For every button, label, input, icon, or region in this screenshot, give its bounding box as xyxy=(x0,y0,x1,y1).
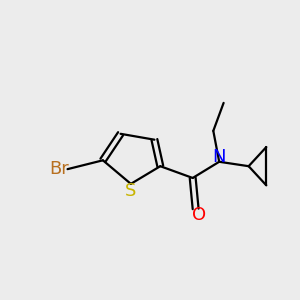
Text: Br: Br xyxy=(49,160,69,178)
Text: O: O xyxy=(191,206,206,224)
Text: S: S xyxy=(125,182,136,200)
Text: N: N xyxy=(212,148,226,166)
